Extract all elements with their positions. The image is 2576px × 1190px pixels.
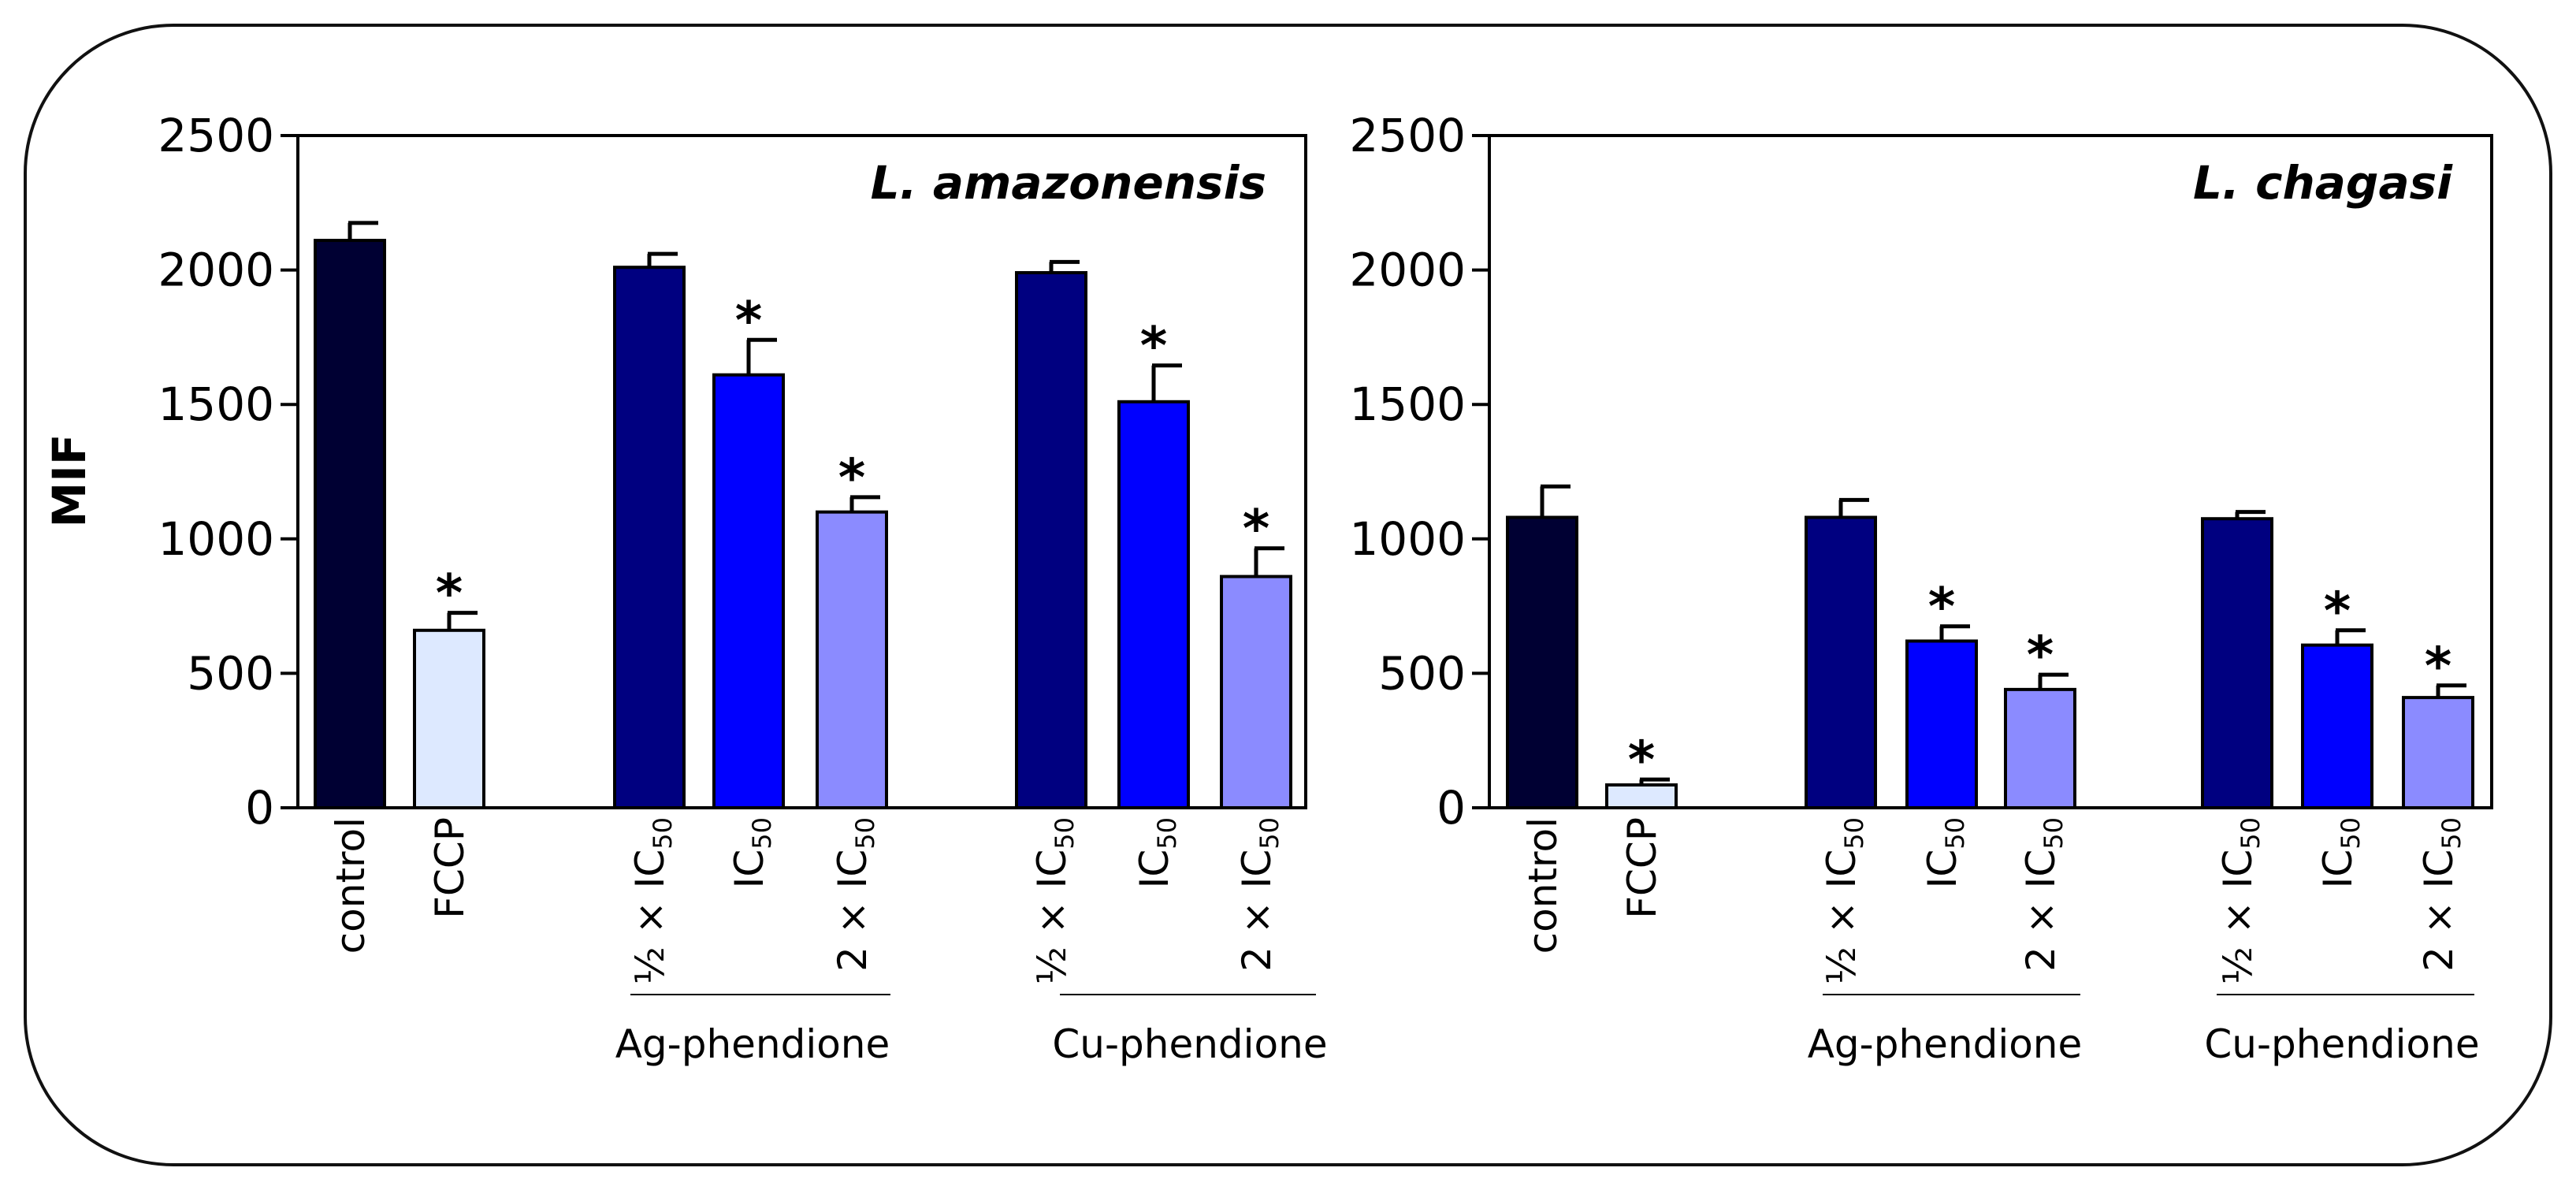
significance-marker: * xyxy=(2027,625,2054,686)
subscript: 50 xyxy=(850,817,880,850)
subscript: 50 xyxy=(2437,817,2466,850)
y-tick-label: 0 xyxy=(1437,781,1466,835)
bar xyxy=(1605,783,1678,809)
bar xyxy=(2301,643,2373,809)
x-tick-label: 2 × IC50 xyxy=(830,817,880,972)
significance-marker: * xyxy=(838,448,866,508)
significance-marker: * xyxy=(1928,577,1956,638)
y-tick-label: 2000 xyxy=(158,244,274,297)
significance-marker: * xyxy=(1628,730,1656,790)
bar xyxy=(613,266,686,809)
subscript: 50 xyxy=(1255,817,1284,850)
chart-title: L. chagasi xyxy=(2193,156,2453,210)
y-axis-label: MIF xyxy=(43,434,96,528)
group-label: Cu-phendione xyxy=(1052,1021,1327,1067)
x-tick-label: FCCP xyxy=(427,817,473,919)
group-label: Cu-phendione xyxy=(2204,1021,2479,1067)
subscript: 50 xyxy=(2236,817,2266,850)
bar xyxy=(816,510,888,809)
x-tick-label: control xyxy=(328,817,374,954)
bar xyxy=(2004,687,2076,810)
x-tick-label: ½ × IC50 xyxy=(1819,817,1869,985)
significance-marker: * xyxy=(2324,581,2351,641)
significance-marker: * xyxy=(735,290,763,351)
y-tick-label: 2000 xyxy=(1349,244,1466,297)
chart-panel-1: 0 500 1000 1500 2000 2500 MIF L. amazonensis con… xyxy=(43,109,1328,1067)
significance-marker: * xyxy=(1243,499,1270,560)
y-tick-label: 2500 xyxy=(1349,109,1466,162)
subscript: 50 xyxy=(1152,817,1182,850)
significance-marker: * xyxy=(1140,316,1168,377)
subscript: 50 xyxy=(2039,817,2069,850)
y-tick-label: 1500 xyxy=(1349,377,1466,431)
group-label: Ag-phendione xyxy=(615,1021,890,1067)
y-tick-label: 1500 xyxy=(158,377,274,431)
bar xyxy=(1220,575,1292,809)
group-label: Ag-phendione xyxy=(1808,1021,2083,1067)
y-tick-label: 0 xyxy=(245,781,274,835)
bar xyxy=(2402,696,2474,809)
subscript: 50 xyxy=(2336,817,2366,850)
x-tick-label: ½ × IC50 xyxy=(627,817,678,985)
x-tick-label: IC50 xyxy=(2315,817,2366,888)
bar xyxy=(2201,517,2273,810)
subscript: 50 xyxy=(1839,817,1869,850)
significance-marker: * xyxy=(2425,636,2452,697)
y-tick-label: 1000 xyxy=(158,512,274,566)
significance-marker: * xyxy=(436,563,463,624)
subscript: 50 xyxy=(747,817,777,850)
bar xyxy=(1117,400,1190,809)
chart-panel-2: 0 500 1000 1500 2000 2500 L. chagasi control * FC… xyxy=(1349,109,2493,1067)
y-tick-label: 2500 xyxy=(158,109,274,162)
bar xyxy=(1905,639,1978,809)
bar xyxy=(314,239,386,809)
x-tick-label: 2 × IC50 xyxy=(2018,817,2069,972)
chart-title: L. amazonensis xyxy=(871,156,1266,210)
y-tick-label: 500 xyxy=(187,646,274,700)
plot-area xyxy=(1488,134,2493,809)
x-tick-label: 2 × IC50 xyxy=(2416,817,2466,972)
bar xyxy=(1506,515,1578,810)
x-tick-label: IC50 xyxy=(727,817,777,888)
subscript: 50 xyxy=(648,817,678,850)
x-tick-label: control xyxy=(1520,817,1566,954)
plot-area xyxy=(296,134,1307,809)
bar xyxy=(712,373,785,809)
bar xyxy=(1805,515,1877,810)
subscript: 50 xyxy=(1050,817,1080,850)
x-tick-label: ½ × IC50 xyxy=(2215,817,2266,985)
bar xyxy=(413,628,485,809)
x-tick-label: ½ × IC50 xyxy=(1029,817,1080,985)
x-tick-label: IC50 xyxy=(1920,817,1970,888)
x-tick-label: FCCP xyxy=(1619,817,1665,919)
x-tick-label: IC50 xyxy=(1132,817,1182,888)
y-tick-label: 1000 xyxy=(1349,512,1466,566)
x-tick-label: 2 × IC50 xyxy=(1234,817,1284,972)
subscript: 50 xyxy=(1940,817,1970,850)
y-tick-label: 500 xyxy=(1378,646,1466,700)
bar xyxy=(1015,271,1087,809)
